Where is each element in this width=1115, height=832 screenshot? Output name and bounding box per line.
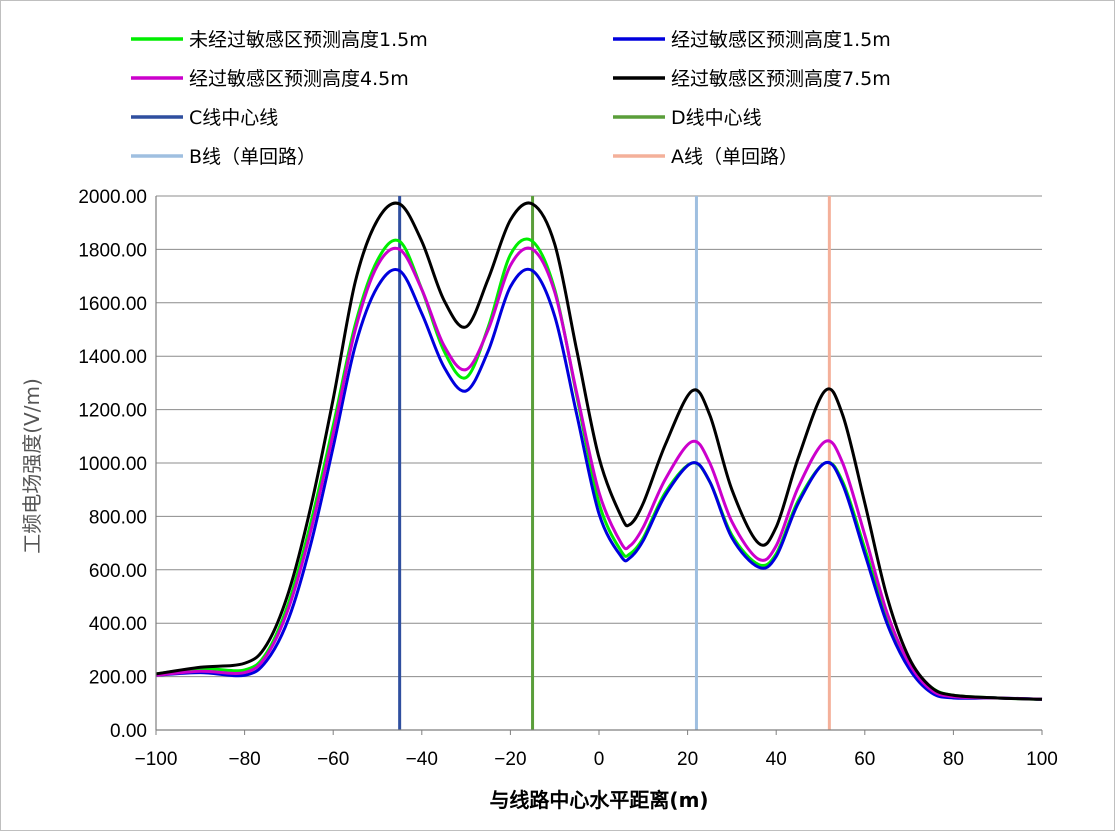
y-tick-label: 1400.00 [78,347,147,368]
y-tick-label: 800.00 [89,507,147,528]
x-tick-label: −20 [494,749,526,770]
x-tick-label: −80 [228,749,260,770]
y-tick-label: 600.00 [89,561,147,582]
series-line [155,237,1043,701]
legend-label: 经过敏感区预测高度1.5m [671,29,891,51]
legend-label: C线中心线 [189,107,278,129]
y-tick-label: 0.00 [110,721,147,742]
series-line [155,201,1043,701]
y-tick-labels: 0.00 200.00 400.00 600.00 800.00 1000.00 1200.… [78,187,147,742]
series-line [155,267,1043,701]
x-tick-label: 60 [854,749,875,770]
legend-label: A线（单回路） [671,146,798,168]
x-tick-labels: −100 −80 −60 −40 −20 0 20 40 60 80 100 [135,730,1058,770]
x-tick-label: 0 [594,749,605,770]
y-tick-label: 200.00 [89,668,147,689]
y-tick-label: 400.00 [89,614,147,635]
series-line [155,246,1043,701]
x-tick-label: −40 [406,749,438,770]
legend-label: 经过敏感区预测高度4.5m [189,68,409,90]
x-tick-label: −60 [317,749,349,770]
x-axis-label: 与线路中心水平距离(m) [489,788,708,812]
legend-label: B线（单回路） [189,146,316,168]
legend: 未经过敏感区预测高度1.5m 经过敏感区预测高度1.5m 经过敏感区预测高度4.5m… [131,29,891,168]
legend-label: 未经过敏感区预测高度1.5m [189,29,428,51]
x-tick-label: 80 [943,749,964,770]
series-lines [155,201,1043,701]
y-axis-label: 工频电场强度(V/m) [20,378,44,554]
y-tick-label: 1600.00 [78,294,147,315]
x-tick-label: 100 [1026,749,1058,770]
x-tick-label: 20 [677,749,698,770]
y-tick-label: 1200.00 [78,401,147,422]
legend-label: D线中心线 [671,107,762,129]
legend-label: 经过敏感区预测高度7.5m [671,68,891,90]
y-tick-label: 1000.00 [78,454,147,475]
y-tick-label: 1800.00 [78,240,147,261]
y-tick-label: 2000.00 [78,187,147,208]
x-tick-label: −100 [135,749,178,770]
x-tick-label: 40 [766,749,787,770]
